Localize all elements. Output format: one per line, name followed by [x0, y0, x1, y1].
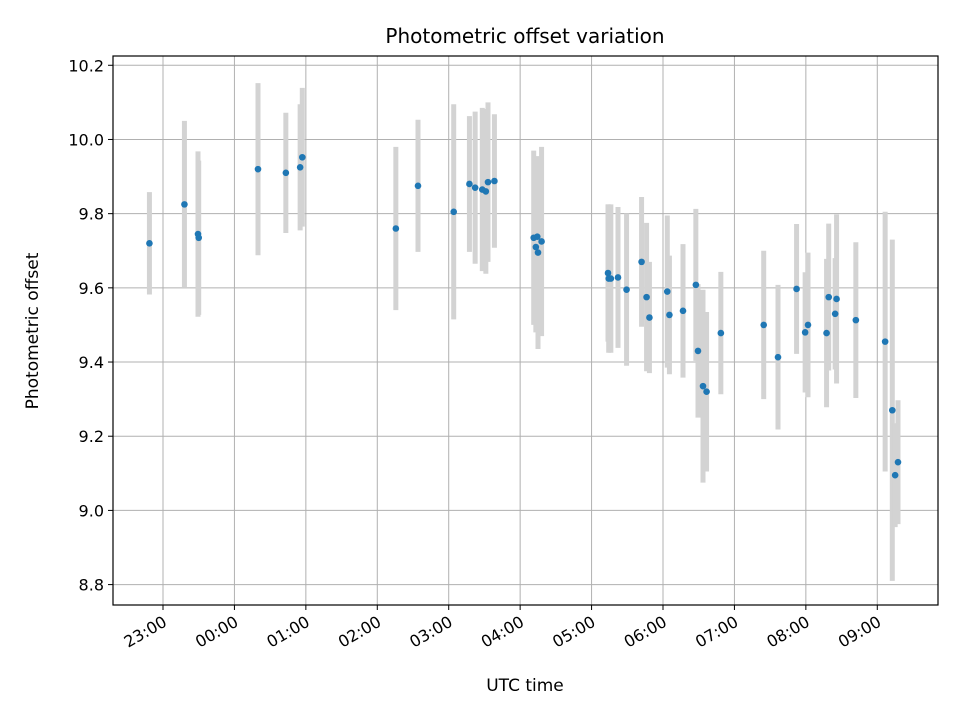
data-point	[638, 258, 645, 266]
data-point	[491, 177, 498, 185]
data-point	[663, 288, 671, 295]
data-point	[894, 458, 902, 466]
data-point	[534, 249, 542, 256]
data-point	[471, 184, 479, 191]
y-tick-label: 8.8	[79, 576, 104, 595]
data-point	[296, 163, 304, 171]
data-point	[482, 188, 490, 195]
data-point	[717, 329, 725, 337]
y-axis-title: Photometric offset	[23, 252, 43, 409]
data-point	[298, 153, 306, 161]
data-points	[146, 153, 902, 479]
y-tick-label: 9.6	[79, 279, 104, 298]
data-point	[891, 471, 899, 479]
data-point	[254, 165, 262, 173]
data-point	[699, 382, 707, 390]
data-point	[666, 311, 673, 319]
y-tick-label: 9.2	[79, 427, 104, 446]
data-point	[623, 286, 630, 293]
data-point	[195, 234, 203, 242]
data-point	[607, 275, 615, 282]
data-point	[643, 293, 650, 301]
data-point	[181, 201, 188, 208]
data-point	[146, 240, 153, 247]
data-point	[831, 310, 839, 318]
data-point	[692, 281, 700, 289]
data-point	[823, 329, 830, 337]
data-point	[833, 295, 840, 303]
data-point	[801, 329, 809, 336]
data-point	[533, 233, 541, 240]
data-point	[881, 338, 889, 345]
data-point	[852, 316, 860, 324]
data-point	[282, 169, 290, 177]
data-point	[414, 182, 422, 190]
y-axis-ticks: 8.8 9.0 9.2 9.4 9.6 9.8 10.0 10.2	[68, 56, 113, 595]
y-tick-label: 9.4	[79, 353, 104, 372]
data-point	[450, 208, 458, 216]
data-point	[679, 307, 687, 315]
y-tick-label: 9.0	[79, 501, 104, 520]
data-point	[538, 238, 545, 245]
data-point	[466, 180, 473, 188]
data-point	[793, 285, 800, 293]
data-point	[392, 225, 400, 232]
data-point	[604, 269, 612, 277]
data-point	[694, 347, 702, 355]
data-point	[760, 321, 768, 329]
y-tick-label: 9.8	[79, 205, 104, 224]
data-point	[532, 243, 540, 251]
data-point	[484, 178, 492, 186]
y-tick-label: 10.2	[68, 56, 104, 75]
x-axis-title: UTC time	[486, 676, 564, 696]
data-point	[825, 293, 833, 301]
data-point	[614, 274, 622, 281]
data-point	[646, 314, 653, 321]
plot-area-frame	[112, 55, 939, 606]
chart-title: Photometric offset variation	[385, 24, 664, 48]
data-point	[774, 353, 782, 361]
data-point	[888, 406, 896, 414]
data-point	[804, 321, 812, 329]
y-tick-label: 10.0	[68, 130, 104, 149]
data-point	[703, 388, 710, 396]
